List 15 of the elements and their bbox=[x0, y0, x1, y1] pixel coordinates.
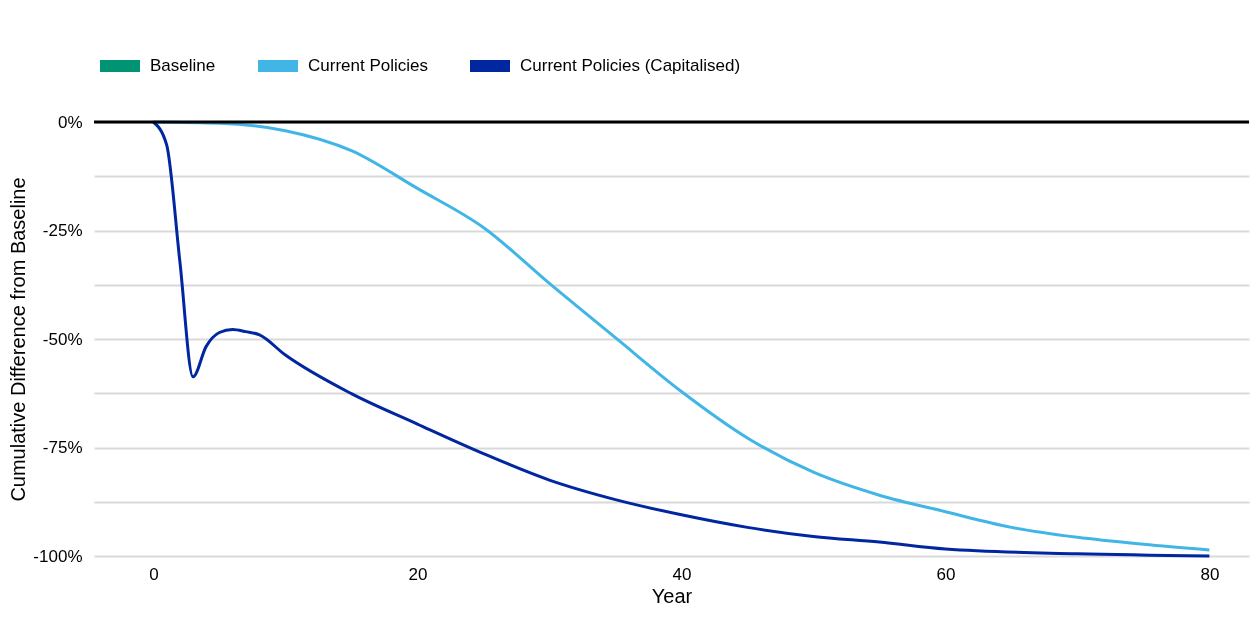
y-tick-label: -50% bbox=[42, 329, 83, 349]
x-axis-title: Year bbox=[651, 584, 693, 607]
y-tick-label: 0% bbox=[57, 112, 83, 132]
legend-label: Current Policies (Capitalised) bbox=[520, 56, 741, 75]
x-tick-label: 40 bbox=[672, 564, 692, 584]
x-tick-label: 0 bbox=[149, 564, 159, 584]
x-tick-label: 80 bbox=[1200, 564, 1220, 584]
y-tick-label: -100% bbox=[33, 546, 83, 566]
y-tick-label: -25% bbox=[42, 221, 83, 240]
legend-label: Baseline bbox=[150, 56, 216, 75]
y-tick-label: -75% bbox=[42, 438, 83, 457]
x-tick-label: 20 bbox=[408, 564, 428, 584]
legend-label: Current Policies bbox=[308, 56, 428, 75]
y-axis-title: Cumulative Difference from Baseline bbox=[7, 177, 30, 502]
x-tick-label: 60 bbox=[936, 564, 956, 584]
